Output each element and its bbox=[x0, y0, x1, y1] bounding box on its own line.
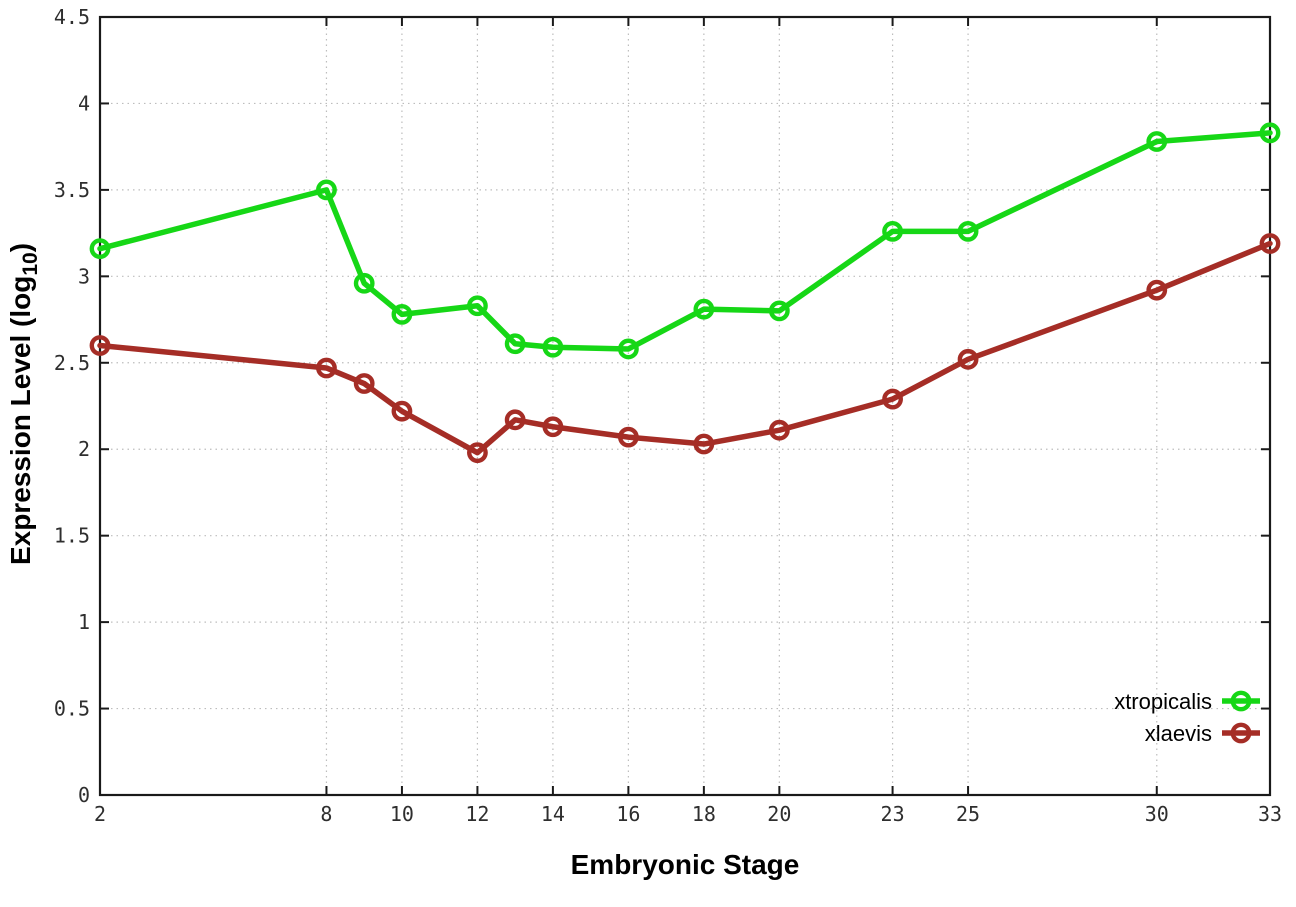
data-point bbox=[768, 419, 790, 441]
data-point bbox=[391, 303, 413, 325]
plot-border bbox=[98, 15, 1272, 797]
y-tick-labels: 0 0.5 1 1.5 2 2.5 3 3.5 4 4.5 bbox=[54, 5, 90, 807]
x-tick-label: 25 bbox=[956, 802, 980, 826]
data-point bbox=[542, 416, 564, 438]
x-tick-label: 20 bbox=[767, 802, 791, 826]
data-point bbox=[693, 298, 715, 320]
legend-item-xtropicalis: xtropicalis bbox=[1114, 689, 1260, 714]
x-tick-label: 8 bbox=[320, 802, 332, 826]
x-tick-label: 12 bbox=[465, 802, 489, 826]
y-tick-label: 1.5 bbox=[54, 524, 90, 548]
data-point bbox=[467, 295, 488, 317]
x-axis-title: Embryonic Stage bbox=[571, 849, 800, 880]
data-point bbox=[316, 357, 337, 379]
data-point bbox=[617, 426, 639, 448]
data-point bbox=[467, 442, 488, 464]
x-tick-label: 33 bbox=[1258, 802, 1282, 826]
series-xtropicalis bbox=[89, 122, 1281, 360]
x-tick-label: 2 bbox=[94, 802, 106, 826]
x-tick-label: 30 bbox=[1145, 802, 1169, 826]
data-point bbox=[391, 400, 413, 422]
data-point bbox=[882, 220, 903, 242]
y-axis-title: Expression Level (log10) bbox=[5, 243, 42, 565]
y-tick-label: 1 bbox=[78, 610, 90, 634]
x-tick-label: 14 bbox=[541, 802, 565, 826]
legend-marker bbox=[1230, 690, 1252, 712]
legend-item-xlaevis: xlaevis bbox=[1145, 721, 1260, 746]
data-point bbox=[1146, 279, 1168, 301]
x-tick-labels: 2 8 10 12 14 16 18 20 23 25 30 33 bbox=[94, 802, 1282, 826]
data-point bbox=[353, 272, 375, 294]
data-point bbox=[504, 409, 526, 431]
legend: xtropicalis xlaevis bbox=[1114, 689, 1260, 746]
data-point bbox=[1259, 233, 1281, 254]
series-xlaevis bbox=[89, 233, 1281, 464]
y-tick-label: 0.5 bbox=[54, 697, 90, 721]
data-point bbox=[504, 333, 526, 355]
data-point bbox=[1146, 131, 1168, 152]
data-point bbox=[957, 348, 979, 370]
data-point bbox=[89, 335, 111, 356]
y-tick-label: 3.5 bbox=[54, 178, 90, 202]
legend-label: xlaevis bbox=[1145, 721, 1212, 746]
tick-marks bbox=[99, 16, 1271, 796]
data-point bbox=[617, 338, 639, 360]
y-tick-label: 4.5 bbox=[54, 5, 90, 29]
y-tick-label: 2 bbox=[78, 437, 90, 461]
x-tick-label: 10 bbox=[390, 802, 414, 826]
y-tick-label: 4 bbox=[78, 91, 90, 115]
data-point bbox=[353, 373, 375, 394]
data-point bbox=[1259, 122, 1281, 144]
x-tick-label: 18 bbox=[692, 802, 716, 826]
data-point bbox=[882, 388, 903, 410]
data-point bbox=[89, 238, 111, 260]
data-point bbox=[768, 300, 790, 322]
x-tick-label: 16 bbox=[616, 802, 640, 826]
y-tick-label: 0 bbox=[78, 783, 90, 807]
data-point bbox=[316, 179, 337, 201]
data-point bbox=[957, 220, 979, 242]
legend-label: xtropicalis bbox=[1114, 689, 1212, 714]
x-tick-label: 23 bbox=[881, 802, 905, 826]
data-point bbox=[542, 336, 564, 358]
data-point bbox=[693, 433, 715, 455]
y-tick-label: 3 bbox=[78, 264, 90, 288]
legend-marker bbox=[1230, 722, 1252, 744]
y-tick-label: 2.5 bbox=[54, 351, 90, 375]
